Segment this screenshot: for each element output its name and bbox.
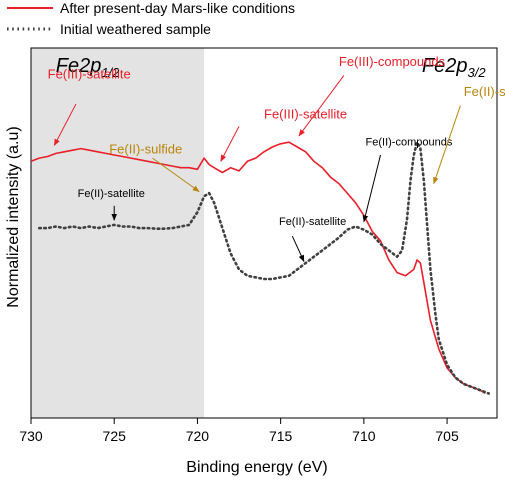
legend: After present-day Mars-like conditions I…: [7, 0, 295, 37]
annotation-label-7: Fe(II)-sulfide: [464, 84, 505, 99]
series-line-after-mars: [30, 141, 486, 395]
region-label-fe2p-3-2: Fe2p3/2: [422, 55, 486, 80]
annotation-label-5: Fe(II)-compounds: [366, 136, 453, 148]
series-line-initial-weathered: [38, 140, 490, 395]
x-tick-label: 720: [186, 428, 210, 444]
annotation-label-2: Fe(II)-satellite: [78, 188, 145, 200]
annotation-arrow-5: [362, 154, 381, 223]
annotation-layer: Fe(III)-satellite Fe(II)-sulfide Fe(II)-sa…: [48, 54, 505, 263]
annotation-label-3: Fe(III)-satellite: [264, 106, 347, 121]
legend-label-initial: Initial weathered sample: [60, 21, 211, 37]
legend-label-after-mars: After present-day Mars-like conditions: [60, 0, 295, 16]
annotation-arrow-4: [298, 75, 345, 137]
plot-frame: [30, 47, 498, 419]
annotation-arrow-1: [152, 157, 200, 192]
x-tick-label: 725: [103, 428, 127, 444]
annotation-label-1: Fe(II)-sulfide: [109, 141, 182, 156]
annotation-arrow-6: [291, 235, 305, 263]
annotation-label-0: Fe(III)-satellite: [48, 67, 131, 82]
x-tick-label: 730: [19, 428, 43, 444]
region-label-fe2p-1-2: Fe2p1/2: [56, 55, 120, 80]
fe2p-half-shaded-region: [31, 48, 205, 418]
annotation-label-4: Fe(III)-compounds: [339, 54, 446, 69]
series-layer: [30, 140, 490, 395]
annotation-label-6: Fe(II)-satellite: [279, 216, 346, 228]
y-axis-label: Normalized intensity (a.u): [5, 126, 22, 307]
x-axis-label: Binding energy (eV): [186, 459, 327, 476]
x-tick-label: 715: [269, 428, 293, 444]
x-tick-label: 710: [352, 428, 376, 444]
annotation-arrow-3: [220, 126, 240, 162]
annotation-arrow-0: [53, 103, 77, 147]
x-axis-ticks: 730 725 720 715 710 705: [19, 418, 459, 444]
x-tick-label: 705: [435, 428, 459, 444]
annotation-arrow-7: [433, 105, 461, 185]
